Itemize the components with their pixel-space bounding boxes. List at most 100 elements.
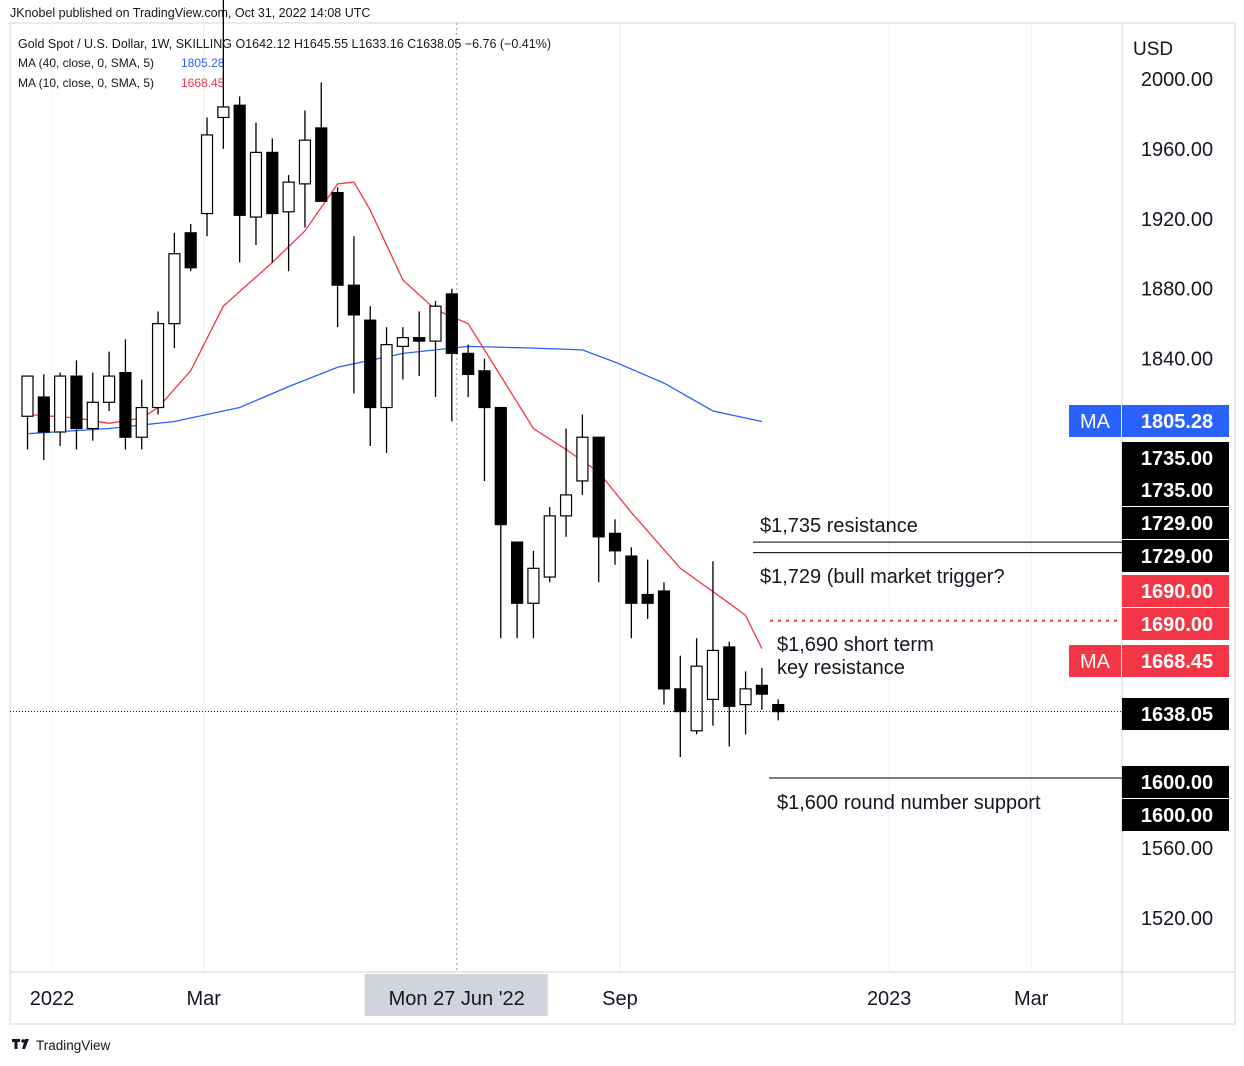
candle <box>674 655 687 758</box>
candle <box>625 547 638 639</box>
price-tag-bg <box>1122 575 1229 607</box>
price-tag-bg <box>1122 405 1229 437</box>
price-tag-bg <box>1122 442 1229 474</box>
candle <box>233 96 246 263</box>
candle-body-up <box>151 323 165 409</box>
price-tag: 1690.00 <box>1122 608 1229 640</box>
ma-tag-bg <box>1069 645 1121 677</box>
price-tag: 1668.45 MA <box>1069 645 1229 677</box>
candle-body-up <box>86 401 99 430</box>
candle-body-up <box>200 134 214 215</box>
publisher-line: JKnobel published on TradingView.com, Oc… <box>10 6 370 20</box>
candle <box>266 138 279 263</box>
candle-body-up <box>168 253 181 325</box>
candle-body-down <box>315 127 328 202</box>
crosshair-time-bg <box>364 974 548 1016</box>
candle-body-down <box>70 375 83 430</box>
candle-body-down <box>772 704 785 713</box>
candle <box>413 311 426 377</box>
candle-body-down <box>478 370 491 409</box>
candle <box>282 175 295 272</box>
price-tag-label: 1690.00 <box>1141 614 1213 636</box>
legend-main: Gold Spot / U.S. Dollar, 1W, SKILLING O1… <box>18 37 551 51</box>
candle-body-up <box>217 106 230 119</box>
ma10-line <box>27 181 763 649</box>
candle <box>315 82 328 202</box>
price-tag-label: 1805.28 <box>1141 411 1213 433</box>
candle <box>706 561 720 726</box>
x-tick-label: Mar <box>187 988 222 1010</box>
candle-body-up <box>380 344 393 409</box>
price-tag: 1600.00 <box>1122 766 1229 798</box>
candle-body-down <box>625 555 638 604</box>
candle-body-up <box>135 406 148 438</box>
price-tag-label: 1690.00 <box>1141 581 1213 603</box>
crosshair-time-label: Mon 27 Jun '22 <box>389 988 525 1010</box>
candle-body-up <box>690 665 703 732</box>
x-tick-label: Mar <box>1014 988 1049 1010</box>
candle <box>37 374 50 460</box>
candle <box>298 110 312 228</box>
legend-ma10-value: 1668.45 <box>181 76 225 90</box>
candle <box>559 428 573 537</box>
price-tag: 1729.00 <box>1122 540 1229 572</box>
y-tick-label: 1960.00 <box>1141 139 1213 161</box>
candle <box>135 379 148 450</box>
candle <box>445 288 458 422</box>
candle-body-down <box>755 684 769 695</box>
candle <box>690 638 703 735</box>
ma-tag-label: MA <box>1080 651 1111 673</box>
candle <box>380 327 393 453</box>
price-tag-bg <box>1122 474 1229 506</box>
candle-body-up <box>576 436 589 482</box>
candle-body-up <box>21 375 34 417</box>
price-tag-bg <box>1122 645 1229 677</box>
legend-ma40-label: MA (40, close, 0, SMA, 5) <box>18 56 154 70</box>
candle <box>249 122 263 246</box>
candle-body-up <box>249 151 263 218</box>
candle-body-down <box>184 232 197 269</box>
x-tick-label: 2022 <box>30 988 75 1010</box>
price-tag-label: 1638.05 <box>1141 704 1213 726</box>
candle <box>739 671 752 735</box>
candle <box>102 351 116 412</box>
candle-body-down <box>511 541 524 604</box>
tradingview-logo-icon <box>12 1039 29 1049</box>
candle <box>511 541 524 639</box>
candle <box>184 224 197 272</box>
price-tag-label: 1600.00 <box>1141 772 1213 794</box>
ma-tag-label: MA <box>1080 411 1111 433</box>
candle-body-down <box>445 293 458 354</box>
price-tag: 1729.00 <box>1122 507 1229 539</box>
annotation-1690-line1: $1,690 short term <box>777 634 934 656</box>
price-tag-bg <box>1122 766 1229 798</box>
candle <box>168 232 181 349</box>
price-tag: 1638.05 <box>1122 698 1229 730</box>
price-tag: 1805.28 MA <box>1069 405 1229 437</box>
candle-body-down <box>37 396 50 433</box>
candle-body-up <box>429 305 442 342</box>
candle-body-up <box>298 139 312 185</box>
candle-body-down <box>233 104 246 216</box>
y-tick-label: 1520.00 <box>1141 908 1213 930</box>
candle <box>396 327 409 380</box>
candle <box>86 372 99 441</box>
candle <box>608 519 622 565</box>
candle-body-down <box>657 590 671 690</box>
candle-body-up <box>739 688 752 706</box>
candle-body-up <box>396 337 409 347</box>
x-tick-label: Sep <box>602 988 638 1010</box>
legend-ma40-value: 1805.28 <box>181 56 225 70</box>
candle <box>217 0 230 149</box>
candle-body-up <box>102 375 116 403</box>
candle-body-down <box>347 284 360 316</box>
price-tag-bg <box>1122 799 1229 831</box>
legend-ma10-label: MA (10, close, 0, SMA, 5) <box>18 76 154 90</box>
y-tick-label: 1840.00 <box>1141 349 1213 371</box>
ma-tag-bg <box>1069 405 1121 437</box>
price-tag-bg <box>1122 540 1229 572</box>
candle <box>151 311 165 415</box>
candle-body-down <box>608 532 622 552</box>
annotation-1735: $1,735 resistance <box>760 515 918 537</box>
candle <box>576 414 589 495</box>
